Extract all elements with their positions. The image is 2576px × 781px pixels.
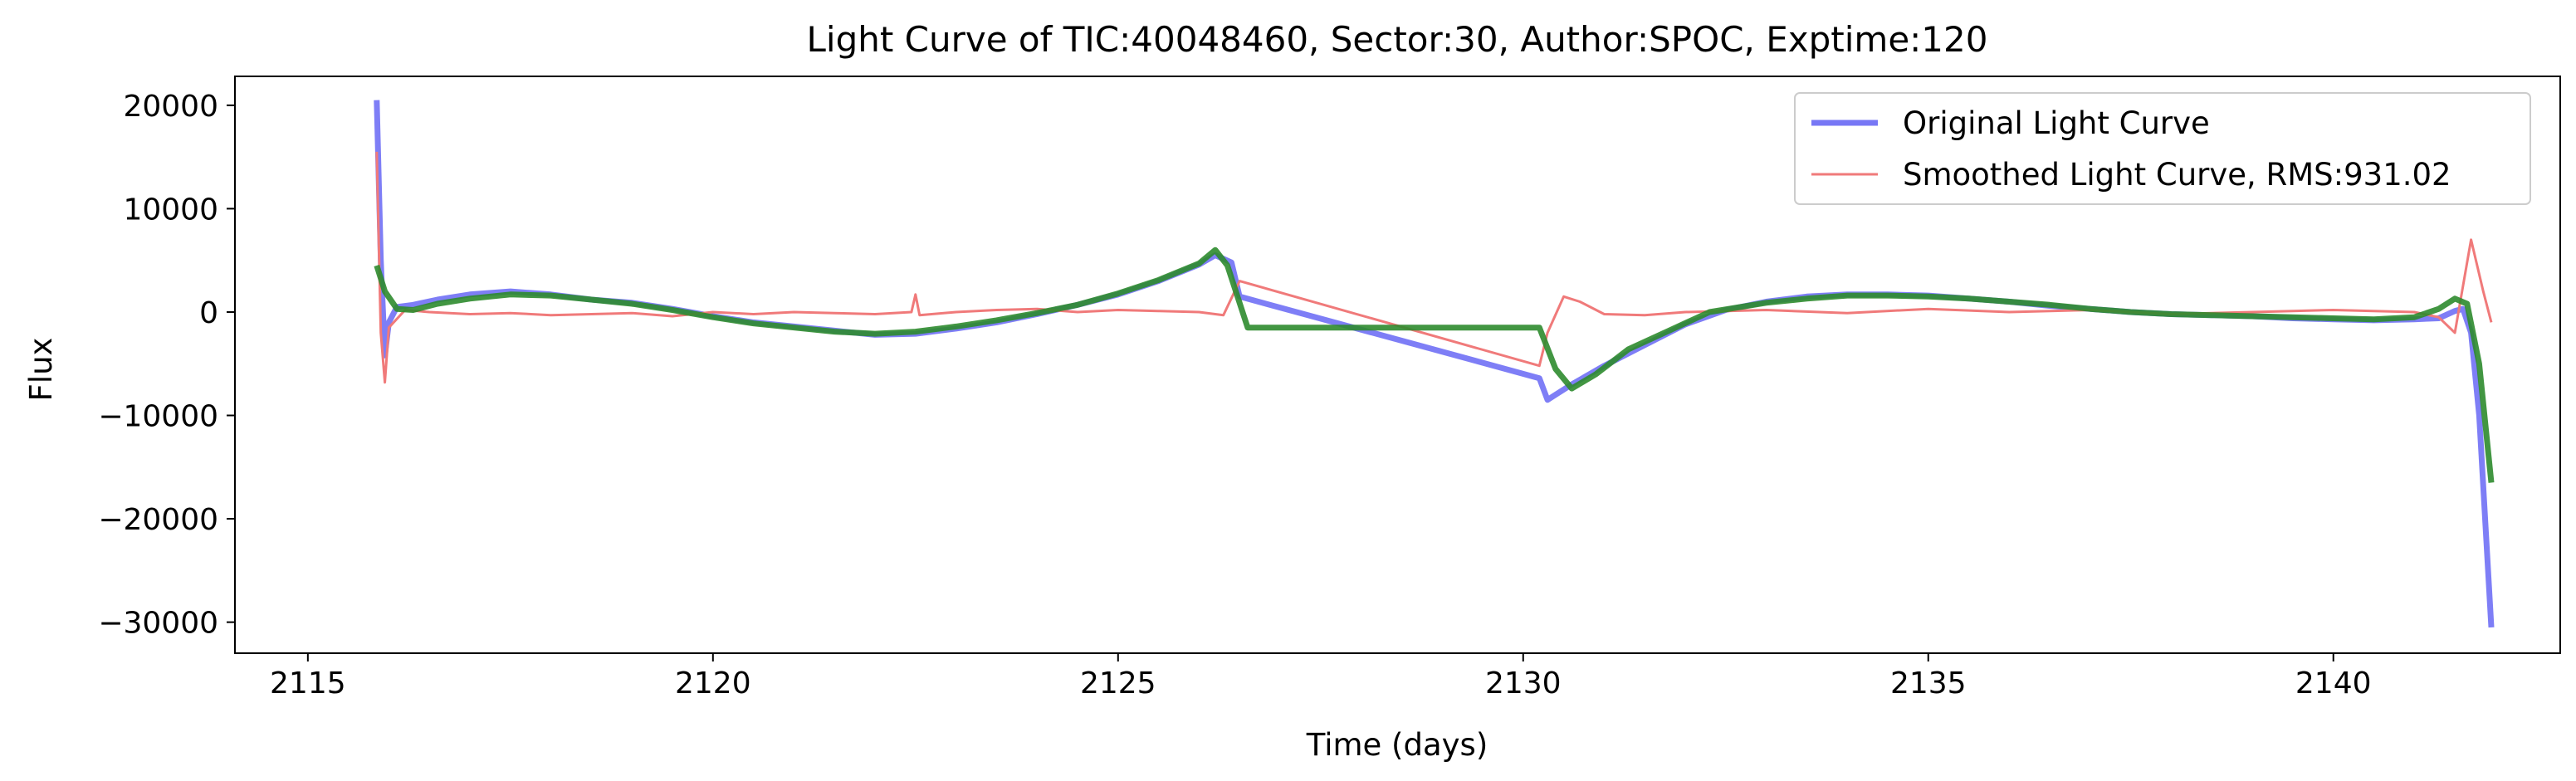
x-axis-label: Time (days): [1306, 727, 1488, 763]
y-tick-label: −20000: [98, 503, 218, 537]
x-tick-label: 2125: [1080, 666, 1156, 700]
axis-layer: 2115 2120 2125 2130 2135 2140 20000 10000 0 −1000…: [98, 90, 2371, 700]
x-tick-label: 2115: [270, 666, 346, 700]
legend-box: [1794, 92, 2531, 205]
legend-label-smoothed: Smoothed Light Curve, RMS:931.02: [1903, 157, 2451, 193]
y-tick-label: −10000: [98, 400, 218, 434]
legend: Original Light Curve Smoothed Light Curv…: [1794, 92, 2531, 205]
plot-area-frame: [234, 76, 2561, 654]
x-tick-label: 2130: [1485, 666, 1562, 700]
y-tick-label: −30000: [98, 607, 218, 641]
y-tick-label: 0: [199, 296, 218, 330]
y-tick-label: 10000: [123, 193, 218, 227]
legend-label-original: Original Light Curve: [1903, 105, 2210, 141]
x-tick-label: 2120: [675, 666, 751, 700]
chart-title: Light Curve of TIC:40048460, Sector:30, …: [807, 19, 1988, 60]
series-fit-line: [374, 247, 2495, 483]
y-axis-label: Flux: [23, 338, 59, 402]
series-layer: [374, 100, 2495, 628]
x-tick-label: 2135: [1890, 666, 1967, 700]
y-tick-label: 20000: [123, 90, 218, 124]
x-tick-label: 2140: [2295, 666, 2372, 700]
